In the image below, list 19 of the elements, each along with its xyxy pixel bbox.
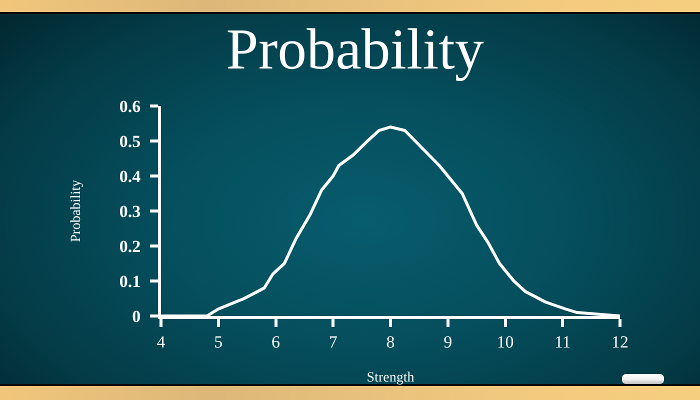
x-tick-label: 6 [272, 332, 280, 352]
y-axis-title: Probability [68, 180, 84, 242]
x-axis-title: Strength [366, 370, 414, 386]
y-tick-label: 0.1 [119, 272, 141, 291]
y-tick-label: 0.2 [119, 236, 141, 256]
x-tick-label: 10 [496, 332, 514, 352]
x-tick-label: 11 [554, 332, 571, 352]
x-tick-label: 5 [214, 332, 223, 352]
x-tick-label: 8 [386, 332, 395, 352]
chart-title: Probability [226, 16, 484, 82]
x-tick-label: 12 [612, 332, 628, 352]
x-tick-label: 7 [328, 332, 338, 352]
y-tick-label: 0 [132, 306, 141, 326]
y-tick-label: 0.4 [119, 166, 142, 186]
y-tick-label: 0.6 [119, 96, 141, 116]
x-tick-label: 4 [156, 332, 166, 352]
x-tick-label: 9 [444, 332, 452, 352]
y-tick-label: 0.3 [119, 202, 141, 221]
y-tick-label: 0.5 [119, 132, 141, 151]
